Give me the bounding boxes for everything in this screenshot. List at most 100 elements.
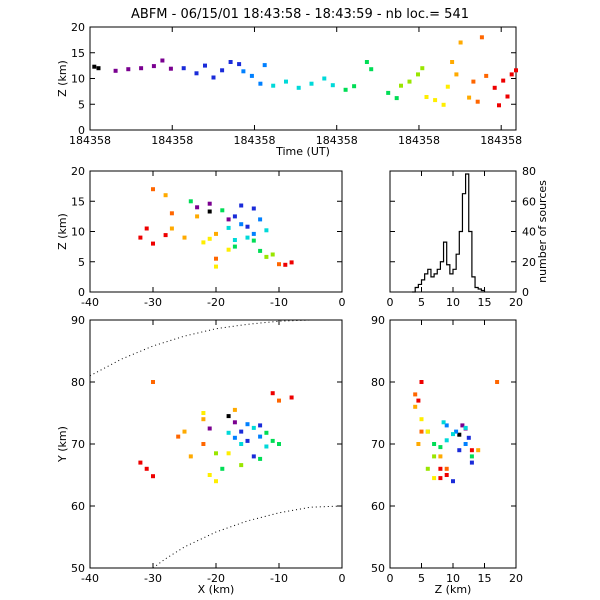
x-tick-label: -30 — [144, 296, 162, 309]
source-point — [160, 58, 165, 63]
source-point — [419, 417, 424, 422]
source-point — [195, 214, 200, 219]
figure-title: ABFM - 06/15/01 18:43:58 - 18:43:59 - nb… — [131, 7, 469, 22]
y-tick-label: 90 — [71, 314, 85, 327]
source-point — [277, 262, 281, 267]
source-point — [201, 240, 206, 245]
source-point — [425, 466, 430, 471]
x-tick-label: 184358 — [480, 134, 522, 147]
y-vs-x-panel: 50 60 70 80 90 -40 -30 -20 -10 0 X (km) Y (km) — [56, 314, 346, 596]
x-axis-label: X (km) — [198, 583, 235, 596]
y-vs-z-frame — [389, 319, 517, 569]
source-point — [96, 66, 101, 71]
source-point — [251, 238, 256, 243]
y-tick-label: 60 — [371, 500, 385, 513]
x-tick-label: -40 — [81, 572, 99, 585]
source-point — [413, 404, 418, 409]
source-point — [239, 463, 244, 468]
source-point — [497, 103, 501, 108]
source-point — [220, 68, 225, 73]
source-point — [262, 63, 267, 68]
y-tick-label: 5 — [78, 256, 85, 269]
x-tick-label: 10 — [446, 572, 460, 585]
source-point — [460, 423, 465, 428]
source-point — [214, 256, 218, 261]
y-tick-label: 40 — [522, 226, 536, 239]
source-point — [151, 241, 155, 246]
source-point — [251, 206, 256, 211]
source-point — [232, 407, 237, 412]
source-point — [264, 430, 269, 435]
source-point — [258, 423, 263, 428]
source-point — [239, 429, 244, 434]
source-point — [226, 451, 231, 456]
x-tick-label: -40 — [81, 296, 99, 309]
x-tick-label: 5 — [418, 572, 425, 585]
source-point — [163, 193, 168, 198]
y-tick-label: 20 — [71, 21, 85, 34]
source-point — [413, 392, 418, 397]
source-point — [201, 411, 206, 415]
source-point — [441, 102, 446, 107]
source-point — [424, 95, 429, 99]
x-tick-label: 5 — [418, 296, 425, 309]
source-point — [245, 438, 250, 443]
source-point — [432, 454, 437, 459]
source-point — [188, 454, 193, 459]
source-point — [309, 81, 314, 86]
source-point — [232, 420, 237, 425]
source-point — [203, 63, 207, 68]
source-point — [144, 226, 149, 231]
source-point — [463, 425, 468, 430]
source-point — [432, 476, 437, 481]
source-point — [416, 72, 420, 77]
source-point — [284, 79, 288, 84]
y-tick-label: 10 — [71, 226, 85, 239]
source-point — [195, 205, 200, 210]
source-point — [226, 247, 231, 252]
source-point — [444, 423, 449, 428]
y-tick-label: 5 — [78, 98, 85, 111]
source-point — [479, 35, 484, 40]
source-point — [211, 75, 216, 80]
source-point — [425, 429, 430, 434]
source-point — [475, 99, 480, 104]
source-point — [138, 460, 143, 465]
source-point — [458, 40, 463, 45]
source-point — [432, 442, 437, 446]
source-point — [466, 435, 471, 440]
x-tick-label: 20 — [509, 572, 523, 585]
source-point — [438, 466, 443, 471]
source-point — [144, 466, 149, 471]
source-point — [245, 224, 250, 229]
x-axis-label: Time (UT) — [275, 145, 330, 158]
source-point — [214, 231, 218, 236]
y-tick-label: 0 — [78, 124, 85, 137]
reference-curve — [89, 319, 311, 377]
source-point — [364, 60, 369, 64]
source-point — [277, 442, 281, 446]
source-point — [505, 94, 510, 99]
y-axis-label: Y (km) — [56, 426, 69, 463]
source-point — [416, 398, 421, 403]
z-vs-x-panel: 0 5 10 15 20 -40 -30 -20 -10 0 Z (km) — [56, 165, 346, 309]
source-point — [445, 84, 450, 89]
source-point — [207, 426, 212, 431]
source-point — [264, 254, 269, 259]
source-point — [239, 222, 244, 227]
x-tick-label: 0 — [387, 572, 394, 585]
source-point — [416, 442, 421, 446]
source-point — [407, 79, 412, 84]
source-point — [476, 448, 481, 453]
source-point — [214, 479, 218, 484]
source-point — [241, 69, 246, 74]
source-point — [277, 398, 281, 403]
source-point — [168, 66, 173, 71]
source-point — [450, 60, 455, 64]
source-point — [420, 66, 425, 71]
source-point — [251, 231, 256, 236]
source-point — [138, 235, 143, 240]
source-point — [214, 264, 218, 269]
source-point — [394, 96, 399, 101]
source-point — [226, 217, 231, 222]
